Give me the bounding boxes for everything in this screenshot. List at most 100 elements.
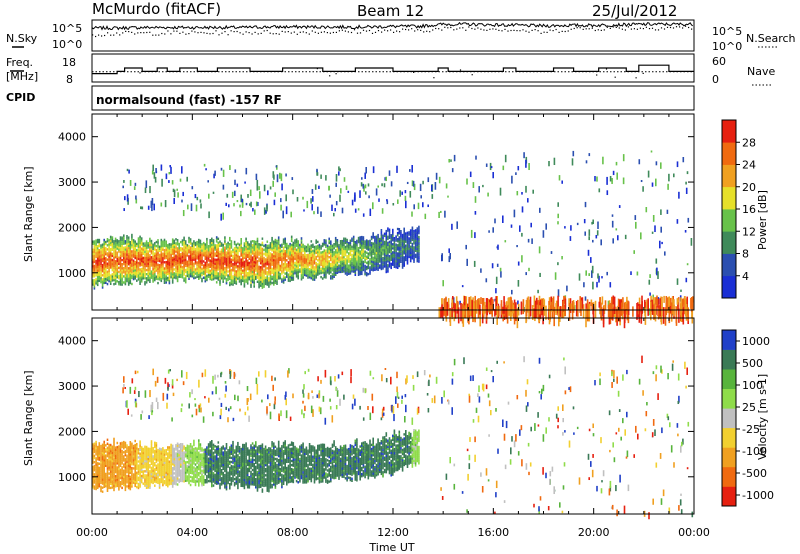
range-gate-cell xyxy=(150,258,153,261)
range-gate-cell xyxy=(284,262,286,265)
range-gate-cell xyxy=(191,256,194,260)
range-gate-cell xyxy=(300,261,303,265)
range-gate-cell xyxy=(119,244,122,247)
range-gate-cell xyxy=(168,265,171,268)
range-gate-cell xyxy=(160,164,163,171)
range-gate-cell xyxy=(400,254,402,257)
range-gate-cell xyxy=(682,298,685,305)
range-gate-cell xyxy=(588,229,591,236)
range-gate-cell xyxy=(550,301,553,310)
range-gate-cell xyxy=(127,240,130,243)
range-gate-cell xyxy=(377,256,379,259)
range-gate-cell xyxy=(129,253,132,256)
y-tick-label: 2000 xyxy=(58,221,86,234)
range-gate-cell xyxy=(93,287,96,290)
range-gate-cell xyxy=(559,306,562,317)
range-gate-cell xyxy=(372,244,374,247)
beam-title: Beam 12 xyxy=(357,2,424,20)
range-gate-cell xyxy=(258,253,260,256)
nave-point xyxy=(316,68,318,70)
range-gate-cell xyxy=(308,270,311,273)
range-gate-cell xyxy=(175,238,177,241)
range-gate-cell xyxy=(422,202,424,208)
range-gate-cell xyxy=(155,168,157,173)
range-gate-cell xyxy=(176,247,179,250)
range-gate-cell xyxy=(162,258,164,262)
range-gate-cell xyxy=(157,281,159,285)
range-gate-cell xyxy=(533,308,535,319)
range-gate-cell xyxy=(392,255,394,258)
range-gate-cell xyxy=(198,242,200,246)
range-gate-cell xyxy=(211,255,213,259)
range-gate-cell xyxy=(581,297,584,309)
nsearch-point xyxy=(284,31,286,33)
range-gate-cell xyxy=(321,271,324,274)
range-gate-cell xyxy=(352,247,355,251)
range-gate-cell xyxy=(251,244,254,247)
range-gate-cell xyxy=(276,239,278,243)
range-gate-cell xyxy=(127,258,130,262)
range-gate-cell xyxy=(242,253,244,256)
range-gate-cell xyxy=(106,248,109,251)
range-gate-cell xyxy=(126,253,128,256)
range-gate-cell xyxy=(320,271,322,275)
range-gate-cell xyxy=(263,258,265,262)
range-gate-cell xyxy=(294,255,296,259)
range-gate-cell xyxy=(237,267,239,270)
range-gate-cell xyxy=(229,249,231,252)
range-gate-cell xyxy=(352,245,355,249)
range-gate-cell xyxy=(268,244,270,247)
range-gate-cell xyxy=(222,278,224,281)
range-gate-cell xyxy=(121,279,123,282)
range-gate-cell xyxy=(250,283,252,286)
range-gate-cell xyxy=(277,262,280,266)
range-gate-cell xyxy=(666,209,669,214)
range-gate-cell xyxy=(180,267,182,270)
range-gate-cell xyxy=(106,469,109,472)
range-gate-cell xyxy=(273,252,275,256)
range-gate-cell xyxy=(248,267,251,271)
range-gate-cell xyxy=(211,249,213,253)
range-gate-cell xyxy=(201,277,203,281)
range-gate-cell xyxy=(289,275,291,278)
range-gate-cell xyxy=(408,243,410,246)
range-gate-cell xyxy=(224,254,226,258)
range-gate-cell xyxy=(310,244,313,247)
range-gate-cell xyxy=(222,254,224,257)
range-gate-cell xyxy=(277,269,280,272)
range-gate-cell xyxy=(279,252,282,255)
range-gate-cell xyxy=(385,246,388,249)
range-gate-cell xyxy=(354,257,357,260)
range-gate-cell xyxy=(321,244,324,248)
range-gate-cell xyxy=(349,270,352,273)
range-gate-cell xyxy=(632,306,634,317)
range-gate-cell xyxy=(313,249,316,253)
range-gate-cell xyxy=(268,258,270,262)
range-gate-cell xyxy=(215,281,218,284)
range-gate-cell xyxy=(364,240,366,243)
range-gate-cell xyxy=(328,266,330,269)
range-gate-cell xyxy=(344,262,347,265)
range-gate-cell xyxy=(132,253,135,256)
range-gate-cell xyxy=(333,212,335,217)
range-gate-cell xyxy=(233,267,236,270)
range-gate-cell xyxy=(229,277,231,281)
range-gate-cell xyxy=(361,240,363,243)
range-gate-cell xyxy=(173,189,176,198)
range-gate-cell xyxy=(253,242,255,245)
nsearch-point xyxy=(287,31,289,33)
range-gate-cell xyxy=(229,236,231,240)
range-gate-cell xyxy=(295,258,298,262)
range-gate-cell xyxy=(339,252,342,255)
range-gate-cell xyxy=(451,299,454,308)
range-gate-cell xyxy=(362,252,365,255)
range-gate-cell xyxy=(561,180,563,184)
nsearch-point xyxy=(179,32,181,34)
range-gate-cell xyxy=(378,198,380,202)
range-gate-cell xyxy=(390,238,392,241)
range-gate-cell xyxy=(227,278,229,281)
range-gate-cell xyxy=(195,204,198,212)
range-gate-cell xyxy=(375,266,378,269)
range-gate-cell xyxy=(385,268,388,272)
nsearch-point xyxy=(131,31,133,33)
